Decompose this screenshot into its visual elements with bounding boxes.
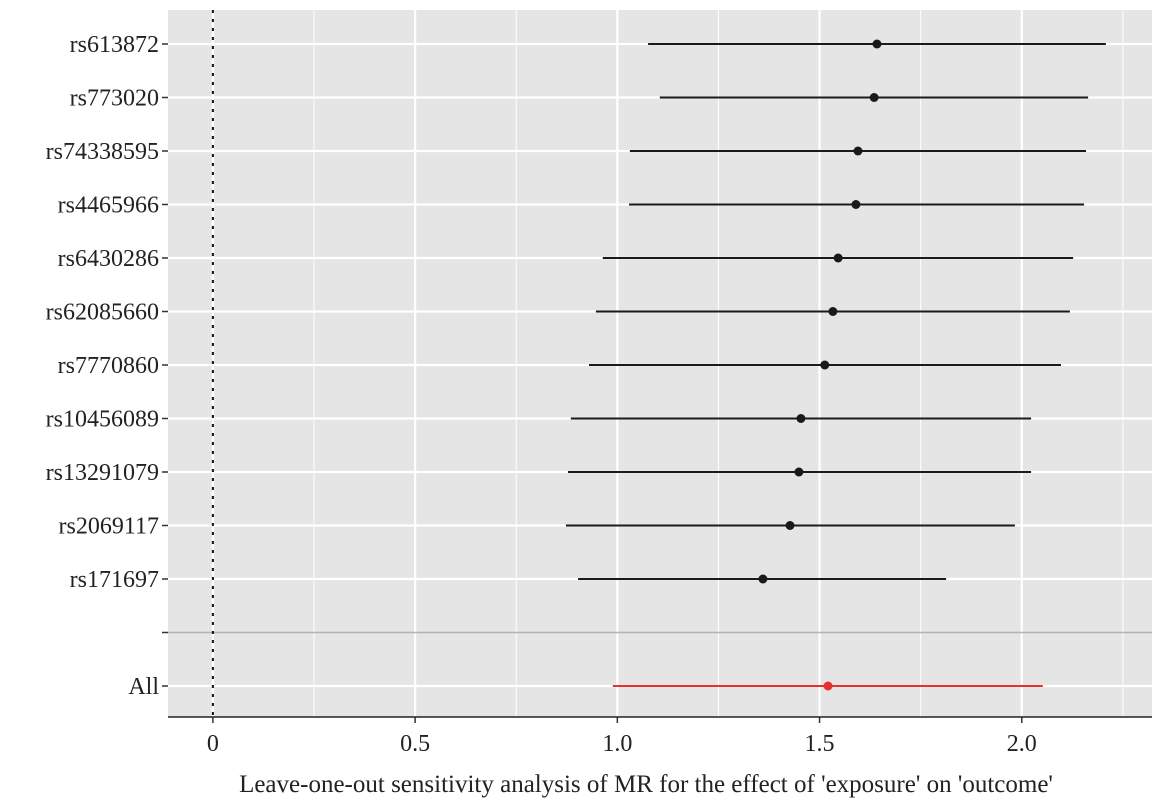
snp-point (872, 39, 882, 49)
chart-marks (211, 10, 1106, 717)
snp-point (785, 521, 795, 530)
y-tick-label: rs4465966 (58, 193, 159, 219)
x-axis: 0 0.5 1.0 1.5 2.0 (168, 716, 1152, 757)
snp-point (820, 360, 830, 370)
plot-panel (168, 10, 1152, 717)
x-tick-label: 1.5 (805, 731, 835, 757)
y-tick-label: rs773020 (70, 86, 159, 112)
y-axis: rs613872 rs773020 rs74338595 rs4465966 rs643… (46, 32, 168, 700)
snp-point (828, 307, 838, 316)
y-tick-label: rs613872 (70, 32, 159, 58)
y-tick-label: rs7770860 (58, 353, 159, 379)
y-tick-label: rs62085660 (46, 300, 159, 326)
y-tick-label: rs74338595 (46, 139, 159, 165)
x-axis-label: Leave-one-out sensitivity analysis of MR… (239, 771, 1053, 798)
overall-point (823, 681, 833, 691)
x-tick-label: 0 (207, 731, 219, 757)
x-tick-label: 0.5 (400, 731, 430, 757)
snp-point (758, 574, 768, 584)
y-tick-label: All (128, 674, 159, 700)
snp-point (851, 200, 861, 209)
snp-point (794, 467, 804, 477)
snp-point (853, 146, 863, 156)
y-tick-label: rs10456089 (46, 407, 159, 433)
y-tick-label: rs6430286 (58, 246, 159, 272)
y-tick-label: rs13291079 (46, 460, 159, 486)
y-tick-label: rs171697 (70, 567, 159, 593)
snp-point (796, 414, 806, 423)
x-tick-label: 2.0 (1007, 731, 1037, 757)
snp-point (869, 93, 879, 102)
snp-point (833, 253, 843, 263)
y-tick-label: rs2069117 (59, 514, 159, 540)
x-tick-label: 1.0 (602, 731, 632, 757)
